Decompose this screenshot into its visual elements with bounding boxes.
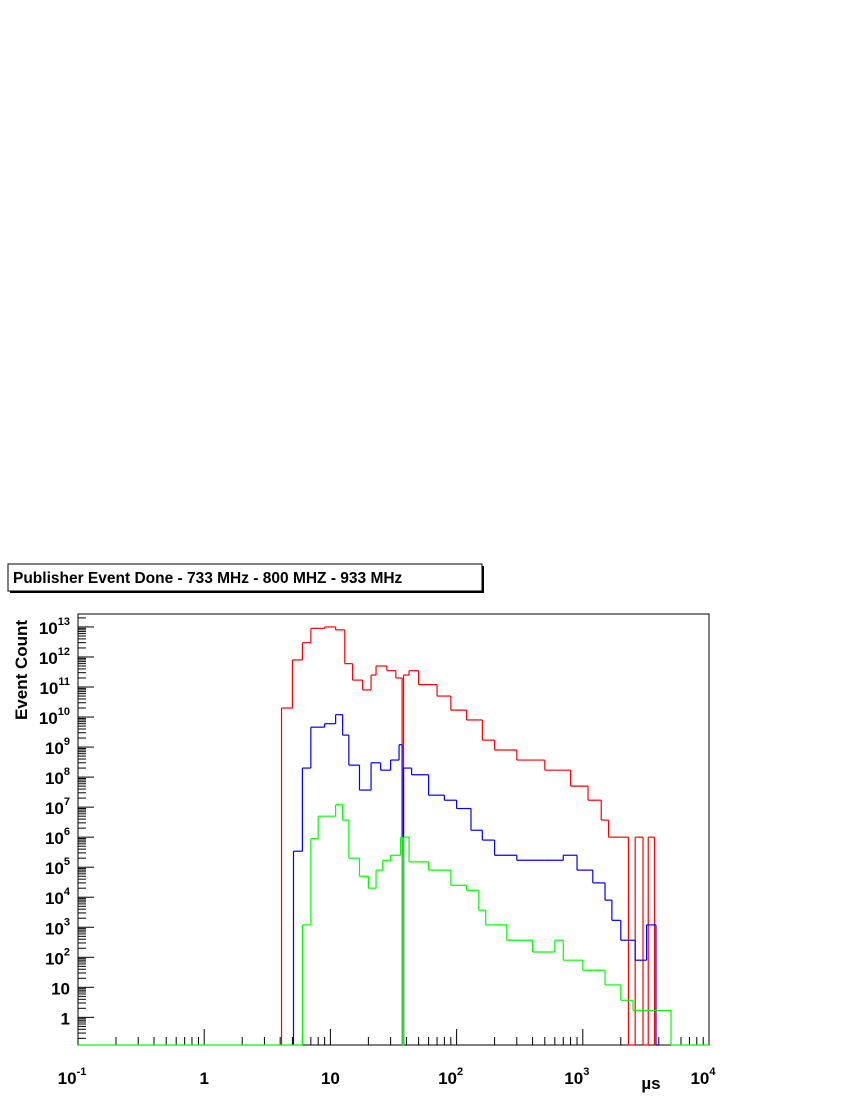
tick-exponent: 2 — [457, 1066, 463, 1078]
tick-base: 10 — [45, 769, 64, 788]
tick-exponent: -1 — [77, 1066, 87, 1078]
y-tick-label: 103 — [45, 916, 70, 938]
tick-base: 10 — [58, 1069, 77, 1088]
tick-exponent: 8 — [64, 766, 70, 778]
y-tick-label: 102 — [45, 946, 70, 968]
x-tick-label: 10 — [321, 1069, 340, 1088]
tick-exponent: 6 — [64, 826, 70, 838]
y-tick-label: 108 — [45, 766, 70, 788]
y-tick-label: 1010 — [39, 706, 70, 728]
plot-frame — [77, 613, 710, 1046]
tick-base: 10 — [39, 619, 58, 638]
tick-base: 10 — [45, 949, 64, 968]
y-tick-label: 1013 — [39, 616, 70, 638]
y-tick-label: 105 — [45, 856, 70, 878]
y-tick-label: 1011 — [39, 676, 70, 698]
tick-exponent: 7 — [64, 796, 70, 808]
tick-base: 10 — [45, 739, 64, 758]
x-tick-label: 1 — [199, 1069, 208, 1088]
y-tick-label: 1 — [61, 1009, 70, 1028]
tick-base: 10 — [39, 709, 58, 728]
x-tick-label: 104 — [690, 1066, 716, 1088]
chart-title: Publisher Event Done - 733 MHz - 800 MHZ… — [13, 570, 403, 587]
tick-exponent: 3 — [64, 916, 70, 928]
y-tick-label: 106 — [45, 826, 70, 848]
tick-base: 10 — [45, 889, 64, 908]
tick-base: 10 — [39, 679, 58, 698]
tick-base: 10 — [564, 1069, 583, 1088]
tick-exponent: 11 — [58, 676, 70, 688]
tick-exponent: 4 — [709, 1066, 716, 1078]
tick-base: 10 — [45, 859, 64, 878]
y-tick-label: 109 — [45, 736, 70, 758]
tick-base: 10 — [690, 1069, 709, 1088]
tick-exponent: 13 — [58, 616, 70, 628]
y-tick-label: 104 — [45, 886, 71, 908]
y-axis-label: Event Count — [12, 620, 31, 720]
y-tick-label: 10 — [51, 979, 70, 998]
x-tick-label: 103 — [564, 1066, 589, 1088]
tick-exponent: 3 — [583, 1066, 589, 1078]
y-tick-label: 1012 — [39, 646, 70, 668]
tick-base: 10 — [438, 1069, 457, 1088]
x-tick-label: 10-1 — [58, 1066, 87, 1088]
x-axis-label: µs — [641, 1074, 660, 1093]
tick-base: 10 — [45, 829, 64, 848]
y-tick-label: 107 — [45, 796, 70, 818]
title-box — [7, 563, 483, 592]
tick-base: 10 — [39, 649, 58, 668]
tick-base: 10 — [45, 799, 64, 818]
tick-exponent: 12 — [58, 646, 70, 658]
tick-exponent: 4 — [64, 886, 71, 898]
tick-exponent: 5 — [64, 856, 70, 868]
tick-exponent: 10 — [58, 706, 70, 718]
tick-exponent: 2 — [64, 946, 70, 958]
tick-exponent: 9 — [64, 736, 70, 748]
tick-base: 10 — [45, 919, 64, 938]
x-tick-label: 102 — [438, 1066, 463, 1088]
